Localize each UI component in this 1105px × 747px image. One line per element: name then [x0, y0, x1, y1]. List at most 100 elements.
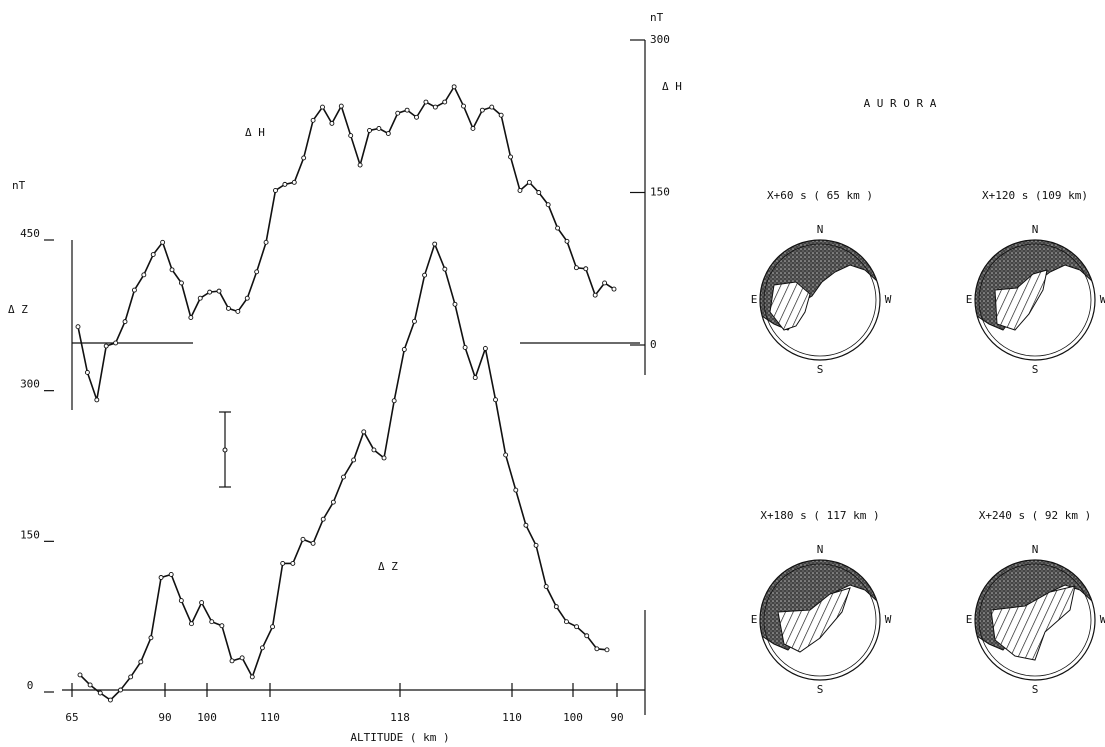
compass-s: S — [817, 363, 824, 376]
panel-label: X+240 s ( 92 km ) — [979, 509, 1092, 522]
data-point — [107, 697, 113, 703]
aurora-hatched — [990, 585, 1076, 661]
horizon — [759, 239, 881, 361]
sky — [760, 560, 880, 653]
data-point — [517, 188, 523, 193]
data-point — [470, 125, 476, 131]
data-point — [254, 269, 260, 275]
data-point — [376, 125, 382, 131]
data-point — [122, 319, 128, 325]
x-tick-label: 110 — [502, 711, 522, 724]
series-label: Δ H — [245, 126, 265, 139]
y2-tick-label: 150 — [650, 186, 670, 199]
data-point — [128, 674, 134, 680]
data-point — [169, 267, 175, 273]
data-point — [381, 455, 387, 461]
y2-axis-unit: nT — [650, 11, 664, 24]
data-point — [357, 162, 363, 168]
data-point — [573, 265, 579, 271]
compass-n: N — [1032, 543, 1039, 556]
sky — [975, 240, 1095, 331]
compass-s: S — [817, 683, 824, 696]
aurora-dark — [760, 240, 880, 331]
data-point — [263, 239, 269, 245]
series-label: Δ H — [662, 80, 682, 93]
compass-w: W — [1100, 613, 1105, 626]
data-point — [75, 324, 81, 330]
data-point — [158, 575, 164, 580]
aurora-title: A U R O R A — [864, 97, 937, 110]
data-point — [341, 474, 346, 480]
compass-s: S — [1032, 683, 1039, 696]
horizon — [974, 559, 1096, 681]
data-point — [479, 107, 485, 113]
data-point — [150, 252, 156, 257]
data-point — [462, 345, 468, 350]
y2-tick-label: 300 — [650, 33, 670, 46]
data-point — [141, 272, 147, 278]
aurora-diagram: N S E W — [751, 223, 892, 376]
x-tick-label: 90 — [158, 711, 171, 724]
data-point — [423, 99, 429, 105]
x-tick-label: 65 — [65, 711, 78, 724]
data-point — [219, 623, 225, 629]
y2-tick-label: 0 — [650, 338, 657, 351]
data-point — [411, 318, 417, 324]
data-point — [87, 682, 93, 688]
data-point — [555, 225, 561, 231]
data-point — [300, 536, 306, 542]
data-point — [291, 179, 297, 185]
data-point — [385, 131, 391, 136]
compass-n: N — [817, 543, 824, 556]
data-point — [77, 672, 83, 678]
series-label: Δ Z — [8, 303, 28, 316]
data-point — [498, 112, 504, 118]
data-point — [523, 522, 529, 528]
x-tick-label: 118 — [390, 711, 410, 724]
y-tick-label: 300 — [20, 378, 40, 391]
data-point — [320, 104, 325, 110]
data-point — [351, 457, 357, 463]
data-point — [401, 347, 407, 352]
data-point — [461, 103, 466, 109]
data-point — [301, 155, 307, 161]
compass-e: E — [751, 613, 758, 626]
data-point — [338, 103, 344, 109]
data-point — [209, 619, 215, 625]
compass-e: E — [966, 613, 973, 626]
data-point — [178, 280, 184, 286]
data-point — [259, 645, 265, 651]
data-point — [391, 398, 397, 404]
y-axis-unit: nT — [12, 179, 26, 192]
data-point — [451, 84, 457, 90]
x-axis-label: ALTITUDE ( km ) — [350, 731, 449, 744]
compass-e: E — [751, 293, 758, 306]
compass-w: W — [885, 613, 892, 626]
y-tick-label: 0 — [27, 679, 34, 692]
data-point — [103, 343, 109, 349]
compass-e: E — [966, 293, 973, 306]
data-point — [361, 429, 367, 435]
x-tick-label: 90 — [610, 711, 623, 724]
data-point — [188, 315, 194, 320]
data-point — [282, 181, 288, 187]
data-point — [270, 624, 276, 630]
data-point — [207, 289, 213, 295]
data-point — [329, 120, 335, 126]
data-point — [371, 447, 377, 453]
data-point — [513, 487, 519, 493]
series-line — [79, 241, 608, 702]
aurora-hatched — [994, 269, 1048, 331]
data-point — [482, 346, 488, 351]
data-point — [280, 560, 286, 566]
data-point — [330, 499, 336, 505]
series-label: Δ Z — [378, 560, 398, 573]
data-point — [131, 287, 137, 293]
data-point — [160, 239, 166, 245]
y-tick-label: 150 — [20, 528, 40, 541]
data-point — [574, 624, 580, 630]
panel-label: X+180 s ( 117 km ) — [760, 509, 879, 522]
data-point — [226, 305, 231, 311]
data-point — [138, 659, 144, 665]
